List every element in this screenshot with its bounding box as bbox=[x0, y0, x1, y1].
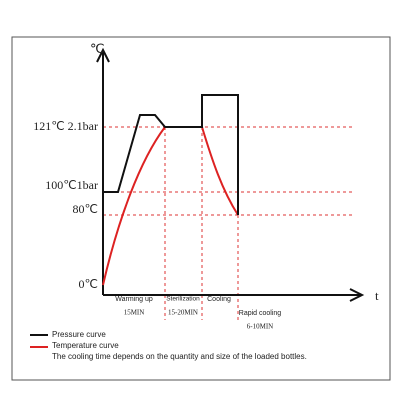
phase-name: Warming up bbox=[115, 296, 153, 303]
level-label: 0℃ bbox=[79, 277, 98, 291]
x-unit: t bbox=[375, 288, 379, 303]
phase-duration: 6-10MIN bbox=[247, 323, 273, 331]
axes bbox=[96, 47, 365, 302]
frame bbox=[11, 36, 391, 381]
legend-label: Pressure curve bbox=[52, 330, 106, 339]
level-label: 80℃ bbox=[73, 202, 98, 216]
pressure-curve bbox=[103, 94, 239, 215]
note: The cooling time depends on the quantity… bbox=[52, 352, 307, 361]
legend-label: Temperature curve bbox=[52, 341, 119, 350]
guides bbox=[103, 126, 355, 320]
phase-duration: 15-20MIN bbox=[168, 309, 198, 317]
phase-name: Sterilization bbox=[166, 296, 200, 303]
temperature-curve bbox=[102, 126, 239, 286]
phase-name: Rapid cooling bbox=[239, 310, 282, 317]
level-label: 121℃ 2.1bar bbox=[33, 119, 98, 133]
phase-duration: 15MIN bbox=[124, 309, 145, 317]
phase-name: Cooling bbox=[207, 296, 231, 303]
level-label: 100℃1bar bbox=[45, 178, 98, 192]
y-unit: ℃ bbox=[90, 41, 105, 56]
